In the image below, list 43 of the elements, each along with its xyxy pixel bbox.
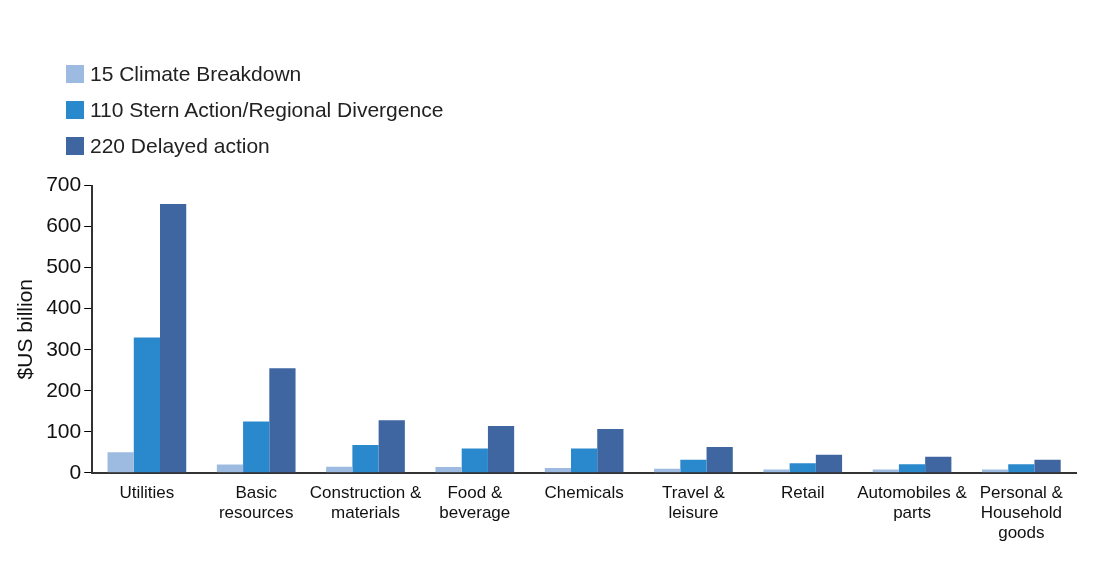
y-tick-label: 700 (46, 172, 82, 196)
bar (1008, 464, 1035, 473)
bar (789, 463, 816, 473)
bar (107, 452, 134, 473)
bar (352, 444, 379, 473)
x-tick-label: Construction & materials (309, 482, 422, 523)
x-tick-label: Automobiles & parts (857, 482, 968, 523)
bar (435, 467, 462, 473)
x-tick-label: Retail (781, 482, 825, 502)
bar (925, 456, 952, 473)
y-tick-label: 600 (46, 213, 82, 237)
x-tick-label: Utilities (119, 482, 175, 502)
legend-label: 15 Climate Breakdown (90, 62, 302, 86)
bar (706, 446, 733, 473)
bar (680, 459, 707, 473)
y-axis-title: $US billion (13, 279, 37, 380)
x-tick-label: Food & beverage (439, 482, 511, 523)
bar (378, 420, 405, 473)
y-tick-label: 300 (46, 336, 82, 360)
bar (898, 464, 926, 473)
bar (160, 204, 187, 473)
bar (461, 448, 488, 473)
y-tick-label: 500 (46, 254, 82, 278)
bar (243, 421, 270, 473)
bar (133, 337, 161, 473)
bar (597, 428, 624, 473)
x-tick-label: Travel & leisure (662, 482, 726, 523)
bar (1034, 459, 1061, 473)
bar (216, 464, 244, 473)
legend-label: 220 Delayed action (90, 134, 270, 158)
bar (487, 426, 515, 473)
bar (269, 368, 296, 473)
y-tick-label: 0 (69, 459, 82, 483)
y-tick-label: 100 (46, 418, 82, 442)
legend-label: 110 Stern Action/Regional Divergence (90, 98, 444, 122)
y-tick-label: 200 (46, 377, 82, 401)
y-tick-label: 400 (46, 295, 82, 319)
bar (815, 454, 843, 473)
x-tick-label: Basic resources (218, 482, 294, 523)
x-tick-label: Chemicals (544, 482, 624, 502)
x-tick-label: Personal & Household goods (979, 482, 1064, 543)
bar (571, 448, 598, 473)
bar (544, 467, 571, 473)
